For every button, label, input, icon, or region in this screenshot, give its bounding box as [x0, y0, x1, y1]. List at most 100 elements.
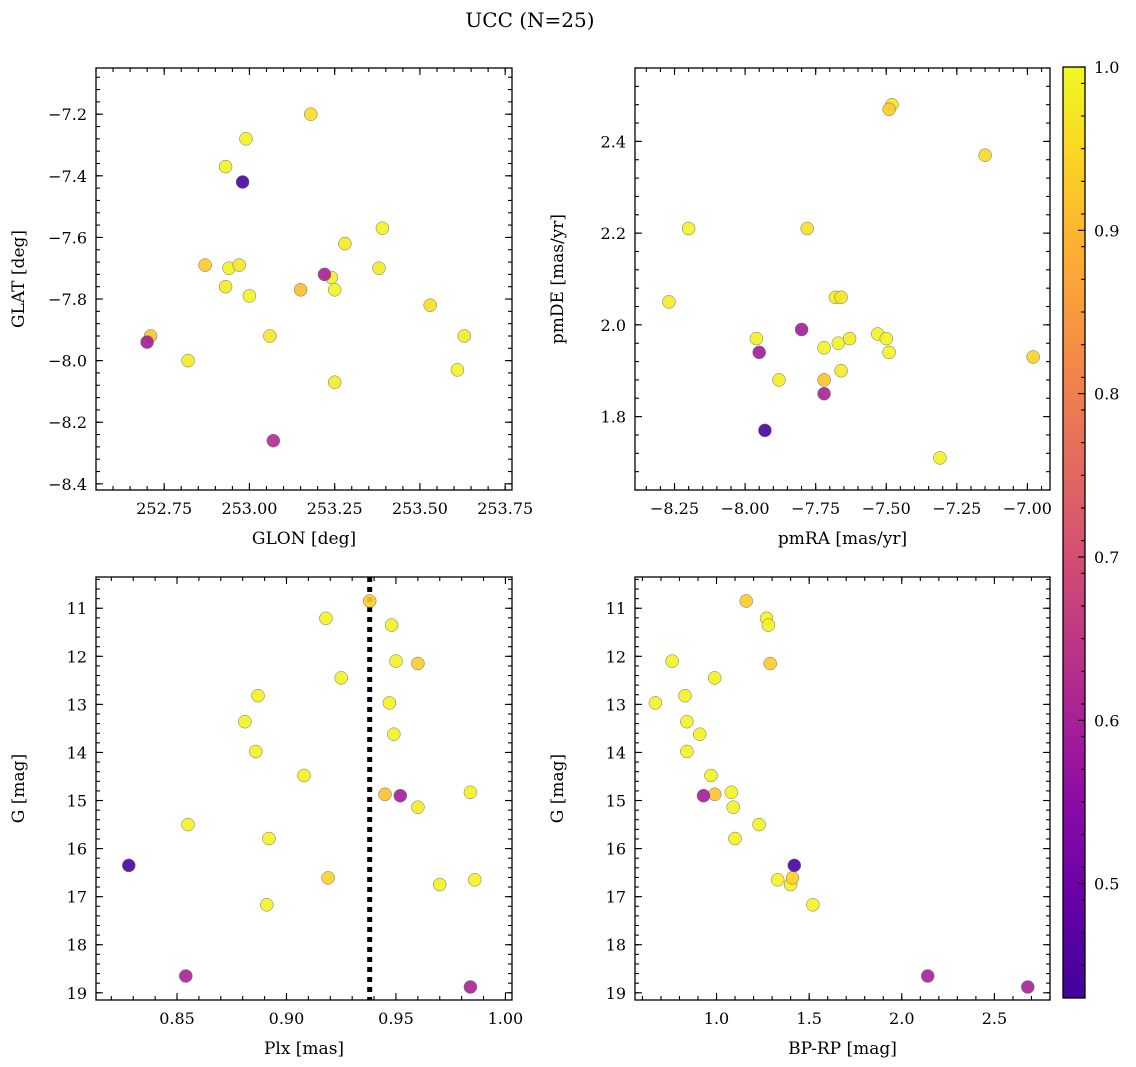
- y-tick-label: 18: [67, 936, 87, 955]
- scatter-point: [817, 373, 831, 387]
- scatter-point: [678, 688, 692, 703]
- scatter-point: [411, 656, 425, 671]
- panel-4: 1.0 1.5 2.0 2.5 11 12 13 14 15 16 17 18 19 BP-RP [mag…: [548, 576, 1051, 1059]
- scatter-point: [266, 433, 281, 448]
- scatter-point: [468, 873, 482, 887]
- x-tick-label: 0.85: [159, 1009, 195, 1028]
- y-tick-label: −8.4: [48, 475, 87, 494]
- scatter-point: [696, 788, 711, 803]
- scatter-point: [785, 871, 800, 885]
- scatter-point: [680, 714, 694, 729]
- scatter-point: [817, 386, 831, 401]
- y-tick-label: 12: [606, 647, 626, 666]
- scatter-point: [463, 785, 478, 800]
- y-tick-label: −8.0: [48, 352, 87, 371]
- scatter-point: [218, 159, 233, 174]
- colorbar-tick-label: 0.5: [1094, 875, 1119, 894]
- scatter-point: [920, 969, 935, 983]
- colorbar-tick-label: 0.8: [1094, 385, 1119, 404]
- x-tick-label: −7.75: [791, 499, 840, 518]
- scatter-point: [728, 831, 742, 846]
- scatter-point: [704, 768, 718, 783]
- x-axis-label: BP-RP [mag]: [788, 1039, 897, 1059]
- scatter-point: [242, 289, 257, 303]
- colorbar: 0.5 0.6 0.7 0.8 0.9 1.0: [1062, 58, 1119, 999]
- colorbar-tick-label: 0.7: [1094, 548, 1119, 567]
- scatter-point: [693, 727, 707, 741]
- scatter-point: [817, 341, 831, 355]
- scatter-point: [758, 423, 772, 438]
- scatter-point: [334, 671, 348, 685]
- scatter-point: [317, 267, 332, 282]
- scatter-point: [260, 898, 274, 912]
- scatter-point: [389, 654, 403, 668]
- scatter-point: [752, 817, 766, 832]
- scatter-point: [319, 611, 333, 626]
- scatter-point: [362, 594, 377, 608]
- x-axis-label: GLON [deg]: [252, 529, 356, 549]
- scatter-point: [235, 175, 250, 189]
- scatter-point: [457, 329, 472, 343]
- x-tick-label: 253.50: [392, 499, 448, 518]
- scatter-point: [393, 788, 408, 803]
- scatter-point: [262, 831, 276, 846]
- scatter-point: [726, 800, 740, 814]
- y-tick-label: 11: [606, 599, 626, 618]
- scatter-point: [1021, 980, 1035, 994]
- scatter-point: [263, 329, 277, 343]
- x-tick-label: −8.00: [721, 499, 770, 518]
- scatter-point: [800, 221, 814, 236]
- y-axis-label: pmDE [mas/yr]: [548, 214, 568, 344]
- y-tick-label: 11: [67, 599, 87, 618]
- scatter-point: [198, 258, 212, 272]
- colorbar-tick-label: 1.0: [1094, 58, 1119, 77]
- y-tick-label: 1.8: [601, 408, 626, 427]
- x-tick-label: 1.0: [704, 1009, 729, 1028]
- scatter-point: [384, 618, 399, 632]
- y-tick-label: −7.6: [48, 228, 87, 247]
- scatter-point: [724, 785, 739, 800]
- scatter-point: [181, 353, 195, 368]
- x-tick-label: 253.75: [477, 499, 533, 518]
- scatter-point: [739, 594, 753, 608]
- scatter-point: [806, 898, 820, 912]
- scatter-point: [1026, 350, 1040, 364]
- x-tick-label: 0.95: [378, 1009, 414, 1028]
- scatter-point: [648, 696, 663, 710]
- scatter-point: [662, 295, 676, 309]
- y-tick-label: 16: [606, 840, 626, 859]
- scatter-point: [834, 290, 848, 305]
- y-tick-label: −7.8: [48, 290, 87, 309]
- scatter-point: [239, 132, 253, 146]
- scatter-point: [772, 373, 786, 387]
- figure-title: UCC (N=25): [465, 8, 594, 32]
- scatter-point: [122, 858, 136, 873]
- y-tick-label: −7.4: [48, 167, 87, 186]
- x-tick-label: 2.5: [982, 1009, 1007, 1028]
- y-axis-label: G [mag]: [9, 754, 29, 823]
- y-axis-label: G [mag]: [548, 754, 568, 823]
- scatter-point: [327, 375, 342, 389]
- colorbar-frame: [1062, 66, 1086, 999]
- scatter-point: [375, 221, 390, 235]
- y-tick-label: 15: [606, 792, 626, 811]
- scatter-point: [978, 148, 992, 162]
- y-tick-label: 2.0: [601, 316, 626, 335]
- scatter-point: [749, 331, 764, 346]
- x-axis-label: pmRA [mas/yr]: [778, 529, 907, 549]
- scatter-point: [879, 331, 894, 346]
- axes-frame: [95, 576, 513, 1001]
- x-tick-label: 252.75: [136, 499, 192, 518]
- scatter-point: [680, 744, 694, 759]
- scatter-point: [681, 221, 696, 236]
- scatter-point: [763, 656, 777, 671]
- panel-1: 252.75 253.00 253.25 253.50 253.75 −7.2 −7.4 −7…: [9, 67, 533, 549]
- scatter-point: [327, 283, 342, 297]
- scatter-point: [251, 688, 265, 703]
- scatter-point: [411, 800, 425, 814]
- y-tick-label: 19: [606, 984, 626, 1003]
- scatter-point: [450, 363, 465, 377]
- scatter-point: [249, 744, 263, 759]
- scatter-point: [179, 969, 193, 983]
- y-tick-label: 17: [67, 888, 87, 907]
